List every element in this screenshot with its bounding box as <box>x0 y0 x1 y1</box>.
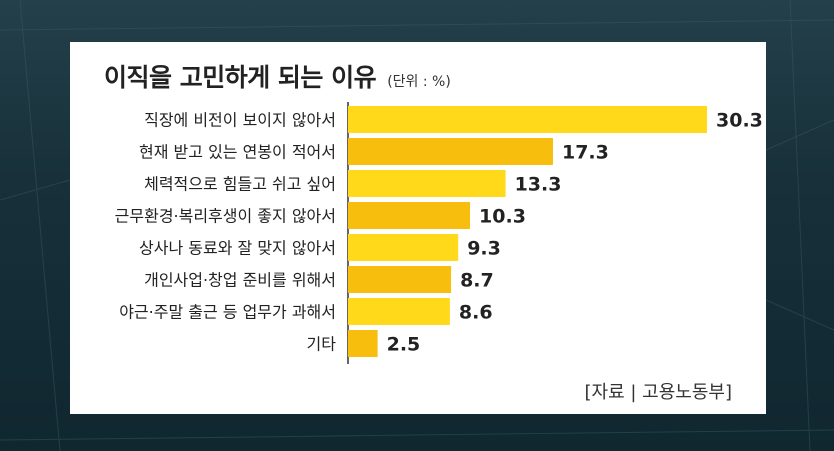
category-label: 근무환경·복리후생이 좋지 않아서 <box>115 207 336 226</box>
bar-2 <box>348 138 553 165</box>
chart-source: [자료 | 고용노동부] <box>584 382 732 403</box>
chart-title: 이직을 고민하게 되는 이유 <box>104 63 377 92</box>
chart-card: 이직을 고민하게 되는 이유 (단위 : %) 직장에 비전이 보이지 않아서 3… <box>70 42 766 414</box>
category-label: 현재 받고 있는 연봉이 적어서 <box>139 143 336 162</box>
category-label: 기타 <box>307 335 337 354</box>
category-label: 체력적으로 힘들고 쉬고 싶어 <box>144 175 336 194</box>
bar-6 <box>348 266 452 293</box>
value-label: 8.6 <box>459 302 493 324</box>
value-label: 10.3 <box>479 206 526 228</box>
value-label: 13.3 <box>515 174 562 196</box>
category-label: 개인사업·창업 준비를 위해서 <box>144 271 336 290</box>
value-label: 17.3 <box>562 142 609 164</box>
value-label: 8.7 <box>460 270 494 292</box>
category-label: 상사나 동료와 잘 맞지 않아서 <box>139 239 336 258</box>
bar-3 <box>348 170 506 197</box>
bar-5 <box>348 234 459 261</box>
value-label: 30.3 <box>716 110 763 132</box>
category-label: 야근·주말 출근 등 업무가 과해서 <box>119 303 336 322</box>
chart-header: 이직을 고민하게 되는 이유 (단위 : %) <box>104 58 451 94</box>
chart-unit: (단위 : %) <box>387 74 451 90</box>
value-label: 2.5 <box>387 334 421 356</box>
bar-chart: 직장에 비전이 보이지 않아서 30.3 현재 받고 있는 연봉이 적어서 17.3 체… <box>115 102 763 364</box>
value-label: 9.3 <box>467 238 501 260</box>
bar-4 <box>348 202 471 229</box>
category-label: 직장에 비전이 보이지 않아서 <box>144 111 336 130</box>
bar-1 <box>348 106 707 133</box>
bar-8 <box>348 330 378 357</box>
bar-7 <box>348 298 450 325</box>
